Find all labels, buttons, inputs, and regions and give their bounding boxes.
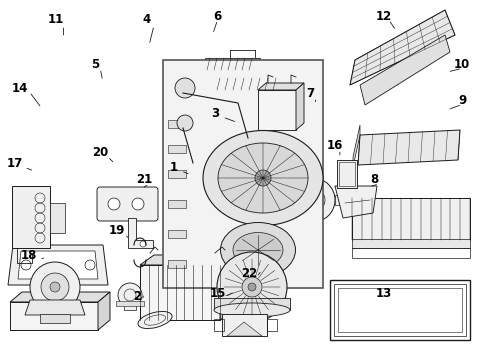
Polygon shape — [25, 300, 85, 315]
Text: 16: 16 — [326, 139, 343, 152]
Circle shape — [132, 198, 143, 210]
Circle shape — [140, 241, 146, 247]
Ellipse shape — [214, 303, 289, 317]
Circle shape — [118, 283, 142, 307]
Bar — [204, 58, 260, 70]
Text: 3: 3 — [211, 107, 219, 120]
Circle shape — [217, 252, 286, 322]
Polygon shape — [334, 186, 376, 218]
Circle shape — [247, 283, 256, 291]
Polygon shape — [220, 255, 234, 320]
Bar — [124, 302, 136, 310]
Text: 18: 18 — [21, 249, 38, 262]
Bar — [168, 120, 185, 128]
Text: 20: 20 — [92, 147, 108, 159]
Bar — [338, 162, 354, 186]
Bar — [12, 186, 50, 248]
Polygon shape — [18, 251, 98, 279]
Bar — [10, 302, 98, 330]
Bar — [168, 145, 185, 153]
Bar — [283, 195, 290, 205]
Bar — [334, 195, 342, 205]
Polygon shape — [352, 125, 359, 167]
Text: 1: 1 — [169, 161, 177, 174]
Text: 22: 22 — [241, 267, 257, 280]
Bar — [336, 160, 356, 188]
Ellipse shape — [138, 311, 172, 329]
Bar — [163, 60, 323, 288]
Bar — [258, 90, 295, 130]
Polygon shape — [98, 292, 110, 330]
Polygon shape — [10, 292, 110, 302]
Polygon shape — [359, 35, 449, 105]
Circle shape — [254, 170, 270, 186]
Bar — [116, 301, 143, 306]
Bar — [351, 248, 469, 258]
Bar — [40, 314, 70, 323]
Bar — [351, 239, 469, 248]
Circle shape — [108, 198, 120, 210]
Text: 5: 5 — [91, 58, 99, 71]
Bar — [168, 200, 185, 208]
Circle shape — [290, 178, 334, 222]
Ellipse shape — [232, 233, 283, 267]
Circle shape — [41, 273, 69, 301]
Polygon shape — [357, 130, 459, 165]
Text: 9: 9 — [457, 94, 465, 107]
Circle shape — [30, 262, 80, 312]
Bar — [222, 314, 266, 336]
Text: 14: 14 — [11, 82, 28, 95]
Text: 21: 21 — [136, 174, 152, 186]
Bar — [50, 203, 65, 233]
Text: 10: 10 — [453, 58, 469, 71]
Circle shape — [175, 78, 195, 98]
Text: 8: 8 — [369, 174, 377, 186]
Polygon shape — [140, 255, 234, 265]
Polygon shape — [295, 83, 304, 130]
Polygon shape — [128, 218, 153, 248]
Bar — [140, 265, 220, 320]
Text: 11: 11 — [48, 13, 64, 26]
Ellipse shape — [218, 143, 307, 213]
Polygon shape — [8, 245, 108, 285]
Circle shape — [177, 115, 193, 131]
Text: 17: 17 — [6, 157, 23, 170]
Bar — [214, 298, 289, 310]
Bar — [266, 319, 276, 331]
Circle shape — [307, 195, 317, 205]
Text: 4: 4 — [142, 13, 150, 26]
Polygon shape — [226, 322, 262, 336]
Bar — [351, 198, 469, 240]
Polygon shape — [349, 10, 454, 85]
Bar — [168, 260, 185, 268]
Circle shape — [242, 277, 262, 297]
Text: 2: 2 — [133, 291, 141, 303]
Bar — [215, 78, 285, 90]
Bar — [214, 319, 224, 331]
Circle shape — [301, 188, 325, 212]
Bar — [333, 284, 465, 336]
Text: 12: 12 — [375, 10, 391, 23]
Circle shape — [50, 282, 60, 292]
Text: 15: 15 — [209, 287, 225, 300]
Bar — [168, 170, 185, 178]
FancyBboxPatch shape — [97, 187, 158, 221]
Polygon shape — [258, 83, 304, 90]
Ellipse shape — [203, 130, 323, 225]
Bar — [337, 288, 461, 332]
Bar — [168, 230, 185, 238]
Bar — [329, 280, 469, 340]
Text: 19: 19 — [109, 224, 125, 237]
Ellipse shape — [220, 222, 295, 278]
Text: 13: 13 — [375, 287, 391, 300]
Text: 6: 6 — [213, 10, 221, 23]
Text: 7: 7 — [306, 87, 314, 100]
